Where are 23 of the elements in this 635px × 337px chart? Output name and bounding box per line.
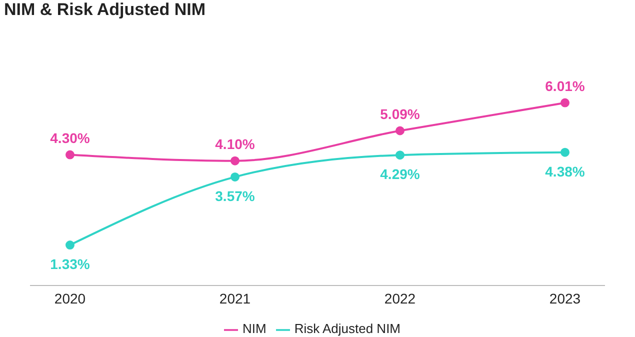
point bbox=[396, 150, 404, 160]
point bbox=[560, 98, 570, 108]
x-tick-label: 2020 bbox=[54, 290, 86, 306]
data-label: 5.09% bbox=[380, 106, 420, 122]
data-label: 4.29% bbox=[380, 166, 420, 182]
data-label: 1.33% bbox=[50, 256, 90, 272]
point bbox=[66, 240, 74, 250]
point bbox=[230, 172, 240, 182]
point bbox=[396, 126, 404, 136]
point bbox=[560, 148, 570, 157]
point bbox=[66, 150, 74, 160]
x-tick-label: 2023 bbox=[549, 290, 581, 306]
point bbox=[230, 156, 240, 166]
data-label: 4.38% bbox=[545, 163, 586, 180]
data-label: 3.57% bbox=[215, 188, 256, 204]
x-tick-label: 2021 bbox=[219, 290, 251, 306]
x-tick-label: 2022 bbox=[384, 290, 416, 306]
data-label: 6.01% bbox=[545, 78, 586, 94]
data-label: 4.10% bbox=[215, 136, 256, 152]
legend-label: NIM bbox=[242, 321, 266, 336]
data-label: 4.30% bbox=[50, 130, 90, 146]
legend-label: Risk Adjusted NIM bbox=[294, 321, 401, 336]
chart-title: NIM & Risk Adjusted NIM bbox=[4, 0, 206, 20]
